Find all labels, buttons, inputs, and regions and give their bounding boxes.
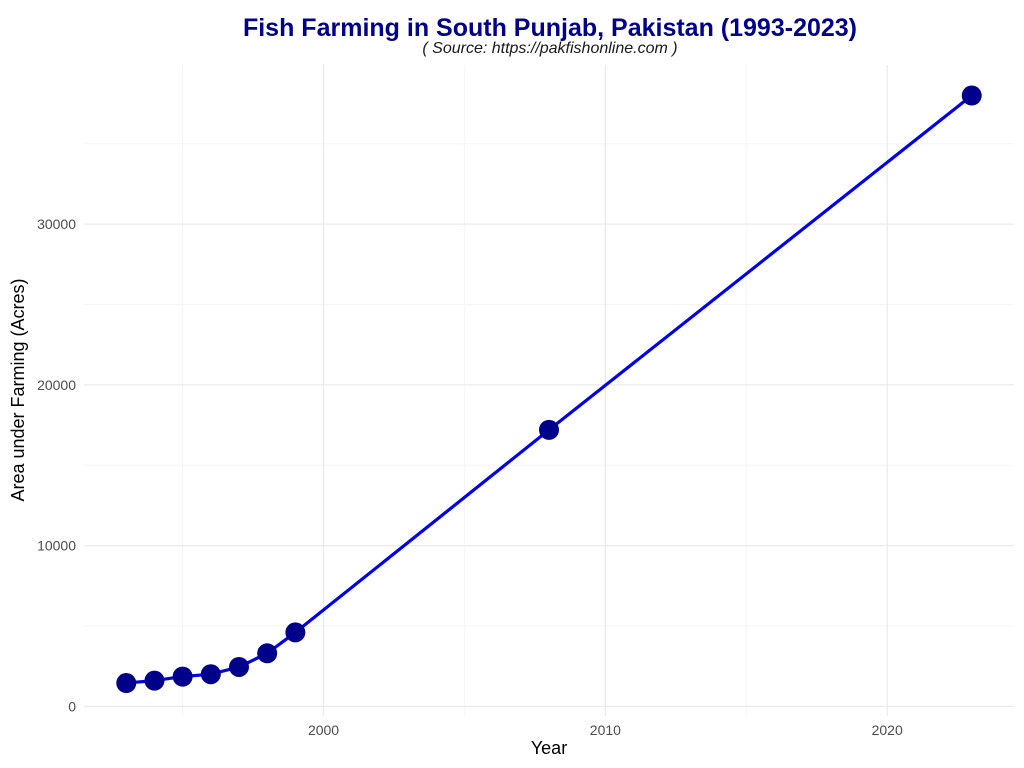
- x-tick-labels: 2000 2010 2020: [308, 722, 903, 738]
- x-axis-title: Year: [531, 738, 567, 758]
- data-point: [144, 670, 165, 691]
- data-point: [257, 643, 278, 664]
- y-axis-title: Area under Farming (Acres): [8, 278, 28, 501]
- y-tick-label: 0: [68, 698, 76, 714]
- x-tick-label: 2020: [872, 722, 903, 738]
- data-point: [200, 664, 221, 685]
- data-point: [229, 656, 249, 677]
- y-tick-label: 30000: [37, 216, 76, 232]
- data-point: [172, 666, 193, 687]
- data-point: [961, 85, 982, 106]
- y-tick-label: 20000: [37, 377, 76, 393]
- major-gridlines: [84, 65, 1014, 716]
- series-points: [116, 85, 982, 694]
- y-tick-labels: 0 10000 20000 30000: [37, 216, 76, 714]
- series-line: [124, 93, 974, 685]
- data-point: [539, 419, 559, 440]
- series-lines: [124, 93, 974, 685]
- y-tick-label: 10000: [37, 538, 76, 554]
- minor-gridlines: [84, 65, 1014, 716]
- chart-subtitle: ( Source: https://pakfishonline.com ): [422, 40, 678, 57]
- chart-title: Fish Farming in South Punjab, Pakistan (…: [242, 14, 858, 42]
- data-point: [116, 673, 137, 694]
- data-point: [285, 622, 306, 643]
- x-tick-label: 2010: [590, 722, 621, 738]
- x-tick-label: 2000: [308, 722, 339, 738]
